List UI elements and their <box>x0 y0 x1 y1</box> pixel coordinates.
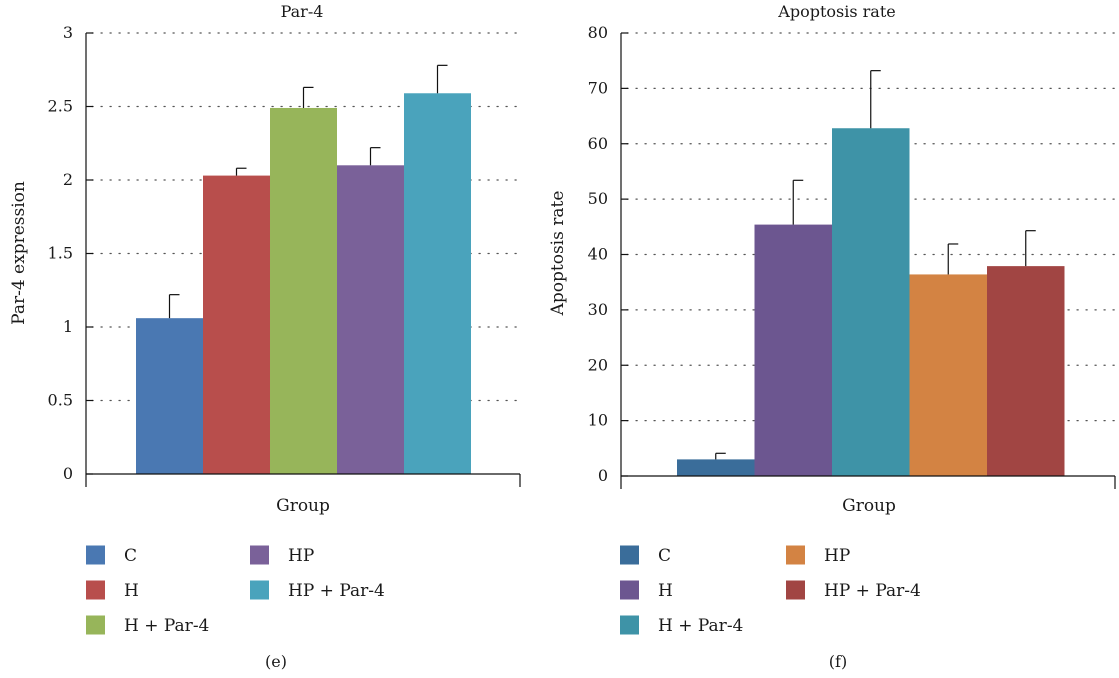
y-tick-label: 80 <box>588 23 608 42</box>
legend-swatch <box>250 545 269 565</box>
panel-e-title: Par-4 <box>281 2 324 21</box>
panel-e-bars <box>136 93 471 475</box>
panel-f-axes <box>620 33 1116 489</box>
legend-label: H <box>658 581 673 601</box>
legend-item: HP <box>786 545 850 566</box>
y-tick-label: 0.5 <box>48 391 73 410</box>
bar-h-par-4 <box>832 128 910 476</box>
bar-h-par-4 <box>270 107 337 474</box>
legend-label: HP + Par-4 <box>288 581 385 601</box>
legend-item: HP + Par-4 <box>250 580 385 601</box>
legend-swatch <box>620 580 639 600</box>
error-bar <box>436 64 448 94</box>
bar-h <box>203 175 270 474</box>
legend-label: H + Par-4 <box>124 616 209 636</box>
legend-item: HP + Par-4 <box>786 580 921 601</box>
legend-label: HP <box>824 546 850 566</box>
panel-f-legend: CH H + Par-4 HP HP + Par-4 <box>620 545 921 636</box>
panel-e-y-axis-label: Par-4 expression <box>9 181 29 325</box>
panel-e-error-bars <box>168 64 448 319</box>
error-bar <box>715 452 726 460</box>
legend-item: H <box>86 580 139 601</box>
bar-hp <box>909 274 987 476</box>
y-tick-label: 1 <box>63 317 73 336</box>
legend-swatch <box>620 545 639 565</box>
bar-c <box>677 459 755 476</box>
legend-label: HP <box>288 546 314 566</box>
legend-item: H + Par-4 <box>86 615 209 636</box>
y-tick-label: 2.5 <box>48 97 73 116</box>
y-tick-label: 20 <box>588 355 608 374</box>
panel-f-bars <box>677 128 1065 476</box>
panel-e-axes <box>85 33 521 487</box>
panel-f-label: (f) <box>829 652 847 671</box>
error-bar <box>792 179 804 225</box>
legend-item: H + Par-4 <box>620 615 743 636</box>
legend-swatch <box>786 545 805 565</box>
error-bar <box>168 294 180 319</box>
panel-f-error-bars <box>715 70 1036 460</box>
error-bar <box>369 147 381 166</box>
legend-swatch <box>250 580 269 600</box>
y-tick-label: 1.5 <box>48 244 73 263</box>
legend-swatch <box>86 545 105 565</box>
legend-label: HP + Par-4 <box>824 581 921 601</box>
legend-label: H + Par-4 <box>658 616 743 636</box>
y-tick-label: 60 <box>588 134 608 153</box>
panel-e-chart: Par-4 0 0.5 1 1.5 2 2.5 3 Par-4 expression Gro… <box>9 2 521 671</box>
panel-e-label: (e) <box>265 652 287 671</box>
y-tick-label: 0 <box>598 466 608 485</box>
legend-item: H <box>620 580 673 601</box>
bar-h <box>754 224 832 476</box>
legend-swatch <box>86 615 105 635</box>
y-tick-label: 40 <box>588 245 608 264</box>
panel-f-chart: Apoptosis rate 0 10 20 30 40 50 60 70 80 Apoptos… <box>548 2 1119 671</box>
legend-item: C <box>86 545 137 566</box>
y-tick-label: 30 <box>588 300 608 319</box>
panel-e-legend: CH H + Par-4 HP HP + Par-4 <box>86 545 385 636</box>
y-tick-label: 10 <box>588 411 608 430</box>
legend-label: C <box>124 546 137 566</box>
y-tick-label: 0 <box>63 464 73 483</box>
error-bar <box>1025 230 1036 267</box>
legend-item: HP <box>250 545 314 566</box>
error-bar <box>235 167 247 176</box>
bar-hp <box>337 165 404 475</box>
panel-f-x-axis-label: Group <box>842 496 896 516</box>
legend-swatch <box>786 580 805 600</box>
y-tick-label: 2 <box>63 170 73 189</box>
panel-f-gridlines <box>626 32 1119 422</box>
panel-e-x-axis-label: Group <box>276 496 330 516</box>
legend-label: C <box>658 546 671 566</box>
legend-label: H <box>124 581 139 601</box>
error-bar <box>302 86 314 108</box>
y-tick-label: 50 <box>588 189 608 208</box>
error-bar <box>947 243 959 275</box>
panel-f-title: Apoptosis rate <box>777 2 895 21</box>
legend-item: C <box>620 545 671 566</box>
bar-hp-par-4 <box>987 266 1065 476</box>
error-bar <box>870 70 881 129</box>
bar-c <box>136 318 203 474</box>
y-tick-label: 3 <box>63 23 73 42</box>
panel-f-y-axis-label: Apoptosis rate <box>548 191 568 317</box>
panel-f-y-ticks: 0 10 20 30 40 50 60 70 80 <box>588 23 628 485</box>
bar-hp-par-4 <box>404 93 471 475</box>
panel-e-y-ticks: 0 0.5 1 1.5 2 2.5 3 <box>48 23 93 483</box>
legend-swatch <box>86 580 105 600</box>
legend-swatch <box>620 615 639 635</box>
y-tick-label: 70 <box>588 78 608 97</box>
